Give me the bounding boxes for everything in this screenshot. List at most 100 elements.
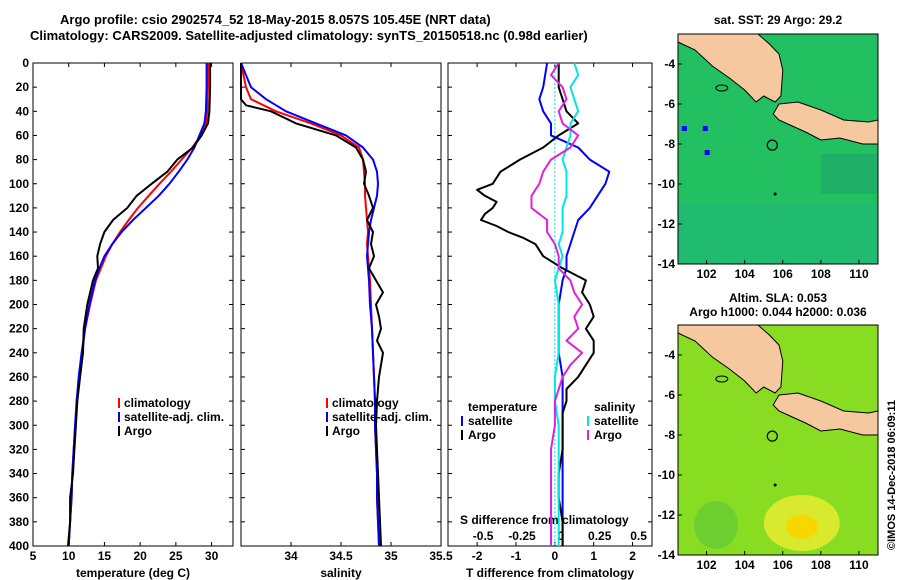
depth-tick-label: 20 (16, 80, 30, 94)
map-y-tick-label: -10 (658, 468, 676, 482)
depth-tick-label: 180 (9, 273, 29, 287)
depth-tick-label: 60 (16, 128, 30, 142)
map-frame (677, 33, 879, 265)
map-x-tick-label: 102 (697, 558, 717, 572)
argo-location-marker (766, 139, 778, 151)
depth-tick-label: 300 (9, 418, 29, 432)
map-y-tick-label: -14 (658, 548, 676, 562)
sla-low-area (694, 501, 739, 549)
plot-frame (240, 62, 442, 547)
christmas-island (773, 192, 777, 196)
depth-tick-label: 380 (9, 515, 29, 529)
map-y-tick-label: -6 (664, 388, 675, 402)
s-tick-label: 0.25 (588, 529, 612, 543)
sst-south-band (678, 204, 878, 264)
map-y-tick-label: -4 (664, 57, 675, 71)
panel-salinity-profile: 34 34.5 35 35.5 salinity climatologysatellite… (240, 62, 453, 580)
legend-label: Argo (332, 424, 360, 438)
map-frame (677, 324, 879, 556)
depth-tick-label: 280 (9, 394, 29, 408)
s-tick-label: -0.25 (508, 529, 536, 543)
map-x-tick-label: 108 (811, 267, 831, 281)
x-tick-label: 20 (133, 549, 147, 563)
panel-difference-profile: -2 -1 0 1 2 T difference from climatology S di… (447, 62, 653, 580)
sst-map: sat. SST: 29 Argo: 29.2 -4 -6 -8 -10 -12 -14 10… (658, 13, 879, 281)
series-line-salinity-argo (530, 62, 584, 546)
map-y-tick-label: -12 (658, 508, 676, 522)
depth-tick-label: 0 (22, 56, 29, 70)
x-tick-label: 10 (62, 549, 76, 563)
map-x-tick-label: 104 (735, 267, 755, 281)
x-tick-label: 30 (205, 549, 219, 563)
series-line-temperature-argo (476, 63, 595, 546)
enggano-island (715, 375, 729, 383)
depth-tick-label: 260 (9, 370, 29, 384)
sst-pixel (681, 126, 687, 131)
figure-title-line2: Climatology: CARS2009. Satellite-adjuste… (30, 28, 588, 43)
series-line-argo (67, 63, 212, 547)
christmas-island (773, 483, 777, 487)
plot-frame (32, 62, 234, 547)
series-line-salinity-satellite (553, 62, 580, 546)
x-axis-label: T difference from climatology (466, 566, 634, 580)
map-y-tick-label: -4 (664, 348, 675, 362)
footer-timestamp: ©IMOS 14-Dec-2018 06:09:11 (886, 400, 898, 550)
legend-label: satellite (594, 414, 639, 428)
sumatra-land (677, 324, 784, 394)
x-tick-label: 0 (552, 549, 559, 563)
depth-tick-label: 360 (9, 491, 29, 505)
x-tick-label: 35.5 (429, 549, 453, 563)
depth-tick-label: 400 (9, 539, 29, 553)
legend-label: climatology (332, 396, 399, 410)
figure-title-line1: Argo profile: csio 2902574_52 18-May-201… (60, 12, 491, 27)
x-tick-label: -1 (511, 549, 522, 563)
map-x-tick-label: 110 (849, 558, 869, 572)
map-x-tick-label: 110 (849, 267, 869, 281)
s-axis-label: S difference from climatology (460, 513, 629, 527)
map-x-tick-label: 106 (773, 558, 793, 572)
legend-label: Argo (468, 428, 496, 442)
legend-header: temperature (468, 400, 538, 414)
map-x-tick-label: 108 (811, 558, 831, 572)
x-tick-label: 5 (30, 549, 37, 563)
depth-tick-label: 200 (9, 298, 29, 312)
legend-label: satellite-adj. clim. (332, 410, 432, 424)
map-title: sat. SST: 29 Argo: 29.2 (714, 13, 843, 27)
series-line-argo (240, 63, 384, 547)
sst-pixel (702, 126, 708, 131)
depth-tick-label: 240 (9, 346, 29, 360)
s-tick-label: 0 (558, 529, 565, 543)
map-y-tick-label: -8 (664, 428, 675, 442)
s-tick-label: 0.5 (630, 529, 647, 543)
sst-pixel (704, 150, 710, 155)
legend-label: Argo (594, 428, 622, 442)
x-tick-label: 34 (284, 549, 298, 563)
legend-header: salinity (594, 400, 636, 414)
x-tick-label: 35 (384, 549, 398, 563)
x-tick-label: 2 (629, 549, 636, 563)
sla-peak (785, 515, 818, 539)
x-tick-label: -2 (472, 549, 483, 563)
map-title: Argo h1000: 0.044 h2000: 0.036 (689, 305, 867, 319)
depth-tick-label: 220 (9, 322, 29, 336)
x-tick-label: 15 (98, 549, 112, 563)
map-title: Altim. SLA: 0.053 (729, 291, 827, 305)
map-y-tick-label: -12 (658, 217, 676, 231)
legend-label: satellite-adj. clim. (124, 410, 224, 424)
map-x-tick-label: 104 (735, 558, 755, 572)
x-tick-label: 25 (169, 549, 183, 563)
depth-tick-label: 140 (9, 225, 29, 239)
x-tick-label: 1 (590, 549, 597, 563)
legend-label: Argo (124, 424, 152, 438)
argo-location-marker (766, 430, 778, 442)
map-y-tick-label: -14 (658, 257, 676, 271)
sst-warm-patch (820, 154, 878, 194)
java-land (772, 101, 879, 145)
java-land (772, 392, 879, 436)
x-axis-label: salinity (320, 566, 362, 580)
depth-tick-label: 80 (16, 153, 30, 167)
s-tick-label: -0.5 (473, 529, 494, 543)
